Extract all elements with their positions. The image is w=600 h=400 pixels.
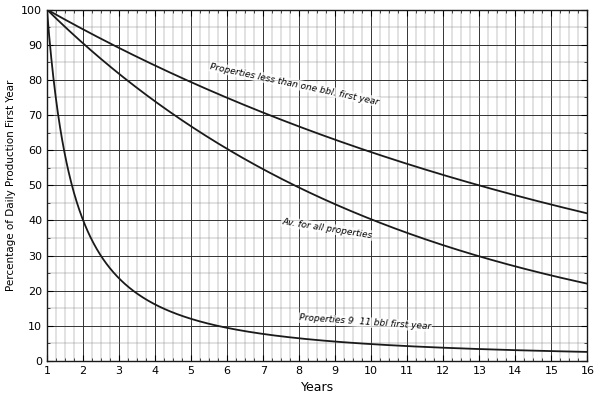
Text: Av. for all properties: Av. for all properties (281, 217, 373, 240)
Y-axis label: Percentage of Daily Production First Year: Percentage of Daily Production First Yea… (5, 80, 16, 291)
Text: Properties 9  11 bbl first year: Properties 9 11 bbl first year (299, 313, 431, 331)
X-axis label: Years: Years (301, 382, 334, 394)
Text: Properties less than one bbl. first year: Properties less than one bbl. first year (209, 62, 380, 106)
